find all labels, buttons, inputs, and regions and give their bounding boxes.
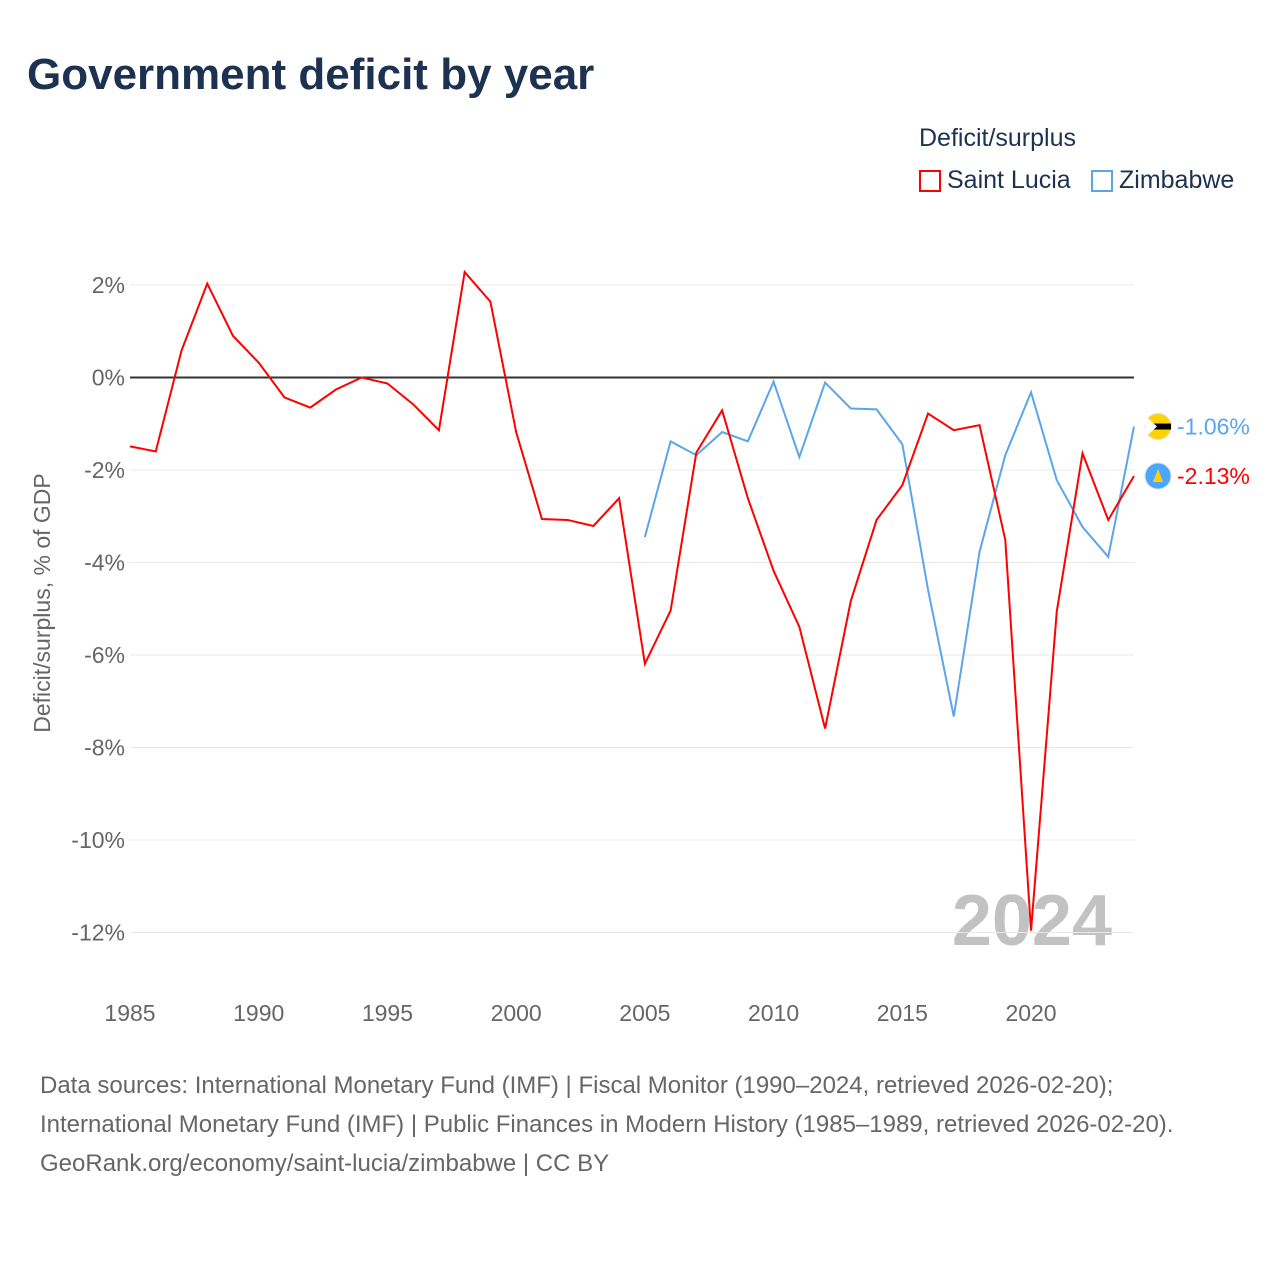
legend-swatch [1091,169,1113,192]
y-tick-label: 2% [92,272,125,298]
legend-item-saint-lucia[interactable]: Saint Lucia [919,166,1071,195]
x-tick-label: 1995 [362,1000,413,1026]
footer: Data sources: International Monetary Fun… [40,1066,1240,1183]
y-tick-label: -4% [84,550,125,576]
flag-triangle [1145,415,1157,438]
x-tick-label: 1985 [104,1000,155,1026]
legend-label: Zimbabwe [1119,166,1235,194]
legend-label: Saint Lucia [947,166,1071,194]
y-axis-label: Deficit/surplus, % of GDP [29,473,55,732]
y-tick-label: -6% [84,642,125,668]
series-line-saint-lucia [129,269,1135,931]
y-tick-label: -12% [71,920,125,946]
y-tick-label: -8% [84,735,125,761]
x-tick-label: 2020 [1005,1000,1056,1026]
chart-title: Government deficit by year [27,50,595,99]
x-tick-label: 2000 [491,1000,542,1026]
flag-stripe [1145,423,1171,430]
legend-title: Deficit/surplus [919,124,1076,152]
x-tick-label: 2010 [748,1000,799,1026]
series-line-zimbabwe [643,378,1135,717]
data-sources: Data sources: International Monetary Fun… [40,1072,1174,1138]
y-tick-label: -10% [71,827,125,853]
y-tick-label: 0% [92,365,125,391]
y-tick-label: -2% [84,457,125,483]
x-tick-label: 2005 [619,1000,670,1026]
x-tick-label: 2015 [877,1000,928,1026]
legend-swatch [919,169,941,192]
legend-item-zimbabwe[interactable]: Zimbabwe [1091,166,1234,195]
x-tick-label: 1990 [233,1000,284,1026]
flag-triangle [1153,469,1163,483]
source-link[interactable]: GeoRank.org/economy/saint-lucia/zimbabwe… [40,1150,610,1177]
end-value-label: -2.13% [1177,463,1250,489]
end-value-label: -1.06% [1177,414,1250,440]
